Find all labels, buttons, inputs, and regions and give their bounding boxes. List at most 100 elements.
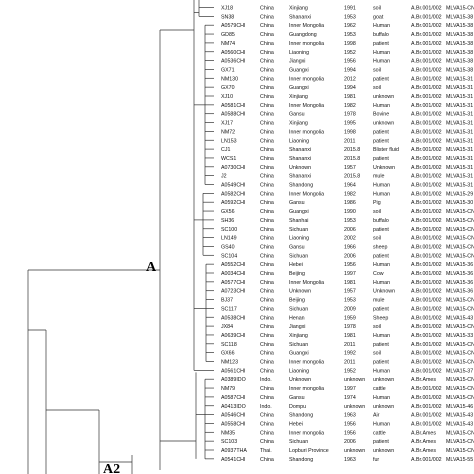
cell-source: Human <box>373 103 390 109</box>
cell-strain: CJ1 <box>221 147 230 153</box>
cell-region: Lopburi Province <box>289 448 329 454</box>
cell-lineage: A.Br.001/002 <box>411 85 442 91</box>
cell-mlva_type: MLVA15-36 <box>446 280 473 286</box>
cell-region: Hebei <box>289 421 303 427</box>
cell-year: 1994 <box>344 85 356 91</box>
cell-strain: SH36 <box>221 218 234 224</box>
cell-region: Xinjiang <box>289 94 308 100</box>
cell-mlva_type: MLVA15-38 <box>446 23 473 29</box>
table-row: NM123 China Inner mongolia 2011 patient A.Br.… <box>221 360 474 366</box>
cell-year: 2011 <box>344 138 355 144</box>
cell-strain: WCS1 <box>221 156 236 162</box>
cell-mlva_type: MLVA15-31 <box>446 85 473 91</box>
cell-strain: A0413IDO <box>221 404 246 410</box>
cell-country: China <box>260 324 274 330</box>
cell-strain: BJ37 <box>221 298 233 304</box>
cell-year: 2006 <box>344 253 356 259</box>
cell-year: 1953 <box>344 14 356 20</box>
cell-year: 2015.8 <box>344 174 360 180</box>
cell-year: 1956 <box>344 262 356 268</box>
cell-source: Sheep <box>373 315 388 321</box>
cell-source: Blister fluid <box>373 147 399 153</box>
cell-mlva_type: MLVA15-CN328 <box>446 360 474 366</box>
cell-country: China <box>260 342 274 348</box>
cell-strain: A0552CHI <box>221 262 245 268</box>
cell-strain: A0389IDO <box>221 377 246 383</box>
cell-region: Shananxi <box>289 174 311 180</box>
cell-lineage: A.Br.001/002 <box>411 457 442 463</box>
cell-country: China <box>260 413 274 419</box>
cell-strain: A0581CHI <box>221 103 245 109</box>
cell-source: Human <box>373 368 390 374</box>
cell-strain: SC117 <box>221 306 237 312</box>
cell-source: Human <box>373 191 390 197</box>
cell-mlva_type: MLVA15-46 <box>446 404 473 410</box>
cell-country: China <box>260 253 274 259</box>
cell-strain: J2 <box>221 174 227 180</box>
table-row: NM35 China Inner mongolia 1956 cattle A.Br.Am… <box>221 430 474 436</box>
cell-strain: XJ17 <box>221 121 233 127</box>
cell-strain: A0577CHI <box>221 280 245 286</box>
cell-source: patient <box>373 360 389 366</box>
table-row: A0639CHI China Xinjiang 1981 Human A.Br.001/0… <box>221 333 473 339</box>
cell-source: Human <box>373 262 390 268</box>
cell-year: 1990 <box>344 209 356 215</box>
cell-region: Inner mongolia <box>289 76 324 82</box>
cell-country: China <box>260 94 274 100</box>
cell-strain: SN38 <box>221 14 234 20</box>
cell-mlva_type: MLVA15-CN317 <box>446 324 474 330</box>
cell-year: 2006 <box>344 439 356 445</box>
cell-strain: GX70 <box>221 85 235 91</box>
cell-source: unknown <box>373 404 394 410</box>
cell-mlva_type: MLVA15-31 <box>446 94 473 100</box>
cell-strain: A0730CHI <box>221 165 245 171</box>
cell-year: 1957 <box>344 289 356 295</box>
cell-lineage: A.Br.001/002 <box>411 174 442 180</box>
cell-year: 1959 <box>344 315 356 321</box>
cell-country: China <box>260 165 274 171</box>
cell-region: Liaoning <box>289 50 309 56</box>
cell-year: 1978 <box>344 324 356 330</box>
cell-year: 1994 <box>344 67 356 73</box>
cell-source: Human <box>373 23 390 29</box>
cell-region: Xinjiang <box>289 333 308 339</box>
cell-source: Cow <box>373 271 384 277</box>
table-row: GX71 China Guangxi 1994 soil A.Br.001/002 MLVA… <box>221 67 473 73</box>
cell-region: Sichuan <box>289 306 308 312</box>
cell-region: Guangxi <box>289 67 309 73</box>
cell-lineage: A.Br.Ames <box>411 430 436 436</box>
cell-lineage: A.Br.001/002 <box>411 244 442 250</box>
cell-source: Human <box>373 183 390 189</box>
cell-mlva_type: MLVA15-55 <box>446 457 473 463</box>
cell-strain: A0558CHI <box>221 421 245 427</box>
cell-region: Inner Mongolia <box>289 103 324 109</box>
cell-year: 1957 <box>344 165 356 171</box>
cell-region: Beijing <box>289 271 305 277</box>
cell-lineage: A.Br.001/002 <box>411 298 442 304</box>
cell-strain: A0561CHI <box>221 368 245 374</box>
cell-strain: A0536CHI <box>221 59 245 65</box>
cell-mlva_type: MLVA15-31 <box>446 129 473 135</box>
cell-country: China <box>260 280 274 286</box>
cell-source: soil <box>373 209 381 215</box>
cell-strain: A0034CHI <box>221 271 245 277</box>
cell-country: China <box>260 41 274 47</box>
cell-source: soil <box>373 236 381 242</box>
cell-region: Sichuan <box>289 342 308 348</box>
cell-region: Shandong <box>289 413 313 419</box>
table-row: A0723CHI China Unknown 1957 Unknown A.Br.001/… <box>221 289 473 295</box>
cell-country: China <box>260 85 274 91</box>
cell-source: Bovine <box>373 112 389 118</box>
cell-year: 1962 <box>344 23 356 29</box>
cell-lineage: A.Br.001/002 <box>411 421 442 427</box>
cell-country: China <box>260 67 274 73</box>
cell-country: China <box>260 6 274 12</box>
cell-country: China <box>260 368 274 374</box>
cell-country: China <box>260 191 274 197</box>
cell-year: 1981 <box>344 333 356 339</box>
table-row: A0587CHI China Gansu 1974 Human A.Br.001/002 M… <box>221 395 474 401</box>
table-row: GX56 China Guangxi 1990 soil A.Br.001/002 MLVA… <box>221 209 474 215</box>
cell-mlva_type: MLVA15-31 <box>446 183 473 189</box>
cell-strain: A0582CHI <box>221 191 245 197</box>
